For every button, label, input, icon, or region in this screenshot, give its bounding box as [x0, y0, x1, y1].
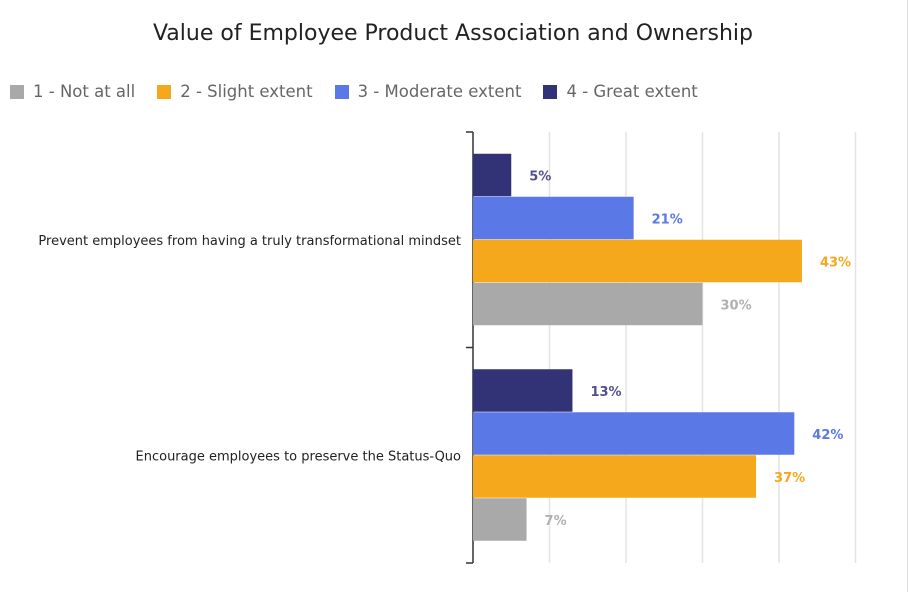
bar — [473, 282, 703, 326]
legend-item[interactable]: 2 - Slight extent — [157, 82, 313, 101]
legend-label: 1 - Not at all — [33, 82, 136, 101]
data-label: 43% — [820, 255, 851, 270]
legend-item[interactable]: 3 - Moderate extent — [334, 82, 522, 101]
legend-swatch — [334, 84, 349, 99]
legend-swatch — [543, 84, 558, 99]
bar — [473, 498, 527, 541]
data-label: 13% — [590, 385, 621, 400]
bar — [473, 369, 573, 412]
data-label: 42% — [812, 428, 843, 443]
legend-item[interactable]: 4 - Great extent — [543, 82, 698, 101]
bar — [473, 196, 634, 240]
legend-label: 4 - Great extent — [566, 82, 698, 101]
data-label: 30% — [721, 298, 752, 313]
right-border — [907, 0, 908, 592]
data-label: 7% — [545, 514, 567, 529]
bar — [473, 455, 757, 498]
bar — [473, 239, 802, 283]
legend-swatch — [10, 84, 24, 99]
category-label: Encourage employees to preserve the Stat… — [136, 449, 462, 464]
legend-label: 3 - Moderate extent — [357, 82, 522, 101]
bar — [473, 153, 512, 197]
legend-item[interactable]: 1 - Not at all — [10, 82, 135, 101]
chart-title: Value of Employee Product Association an… — [152, 21, 754, 46]
legend-label: 2 - Slight extent — [180, 82, 313, 101]
legend: 1 - Not at all 2 - Slight extent 3 - Moder… — [10, 82, 698, 101]
category-label: Prevent employees from having a truly tr… — [38, 234, 461, 249]
legend-swatch — [157, 84, 172, 99]
data-label: 5% — [529, 169, 551, 184]
data-label: 37% — [774, 471, 805, 486]
data-label: 21% — [652, 212, 683, 227]
bar — [473, 412, 795, 455]
